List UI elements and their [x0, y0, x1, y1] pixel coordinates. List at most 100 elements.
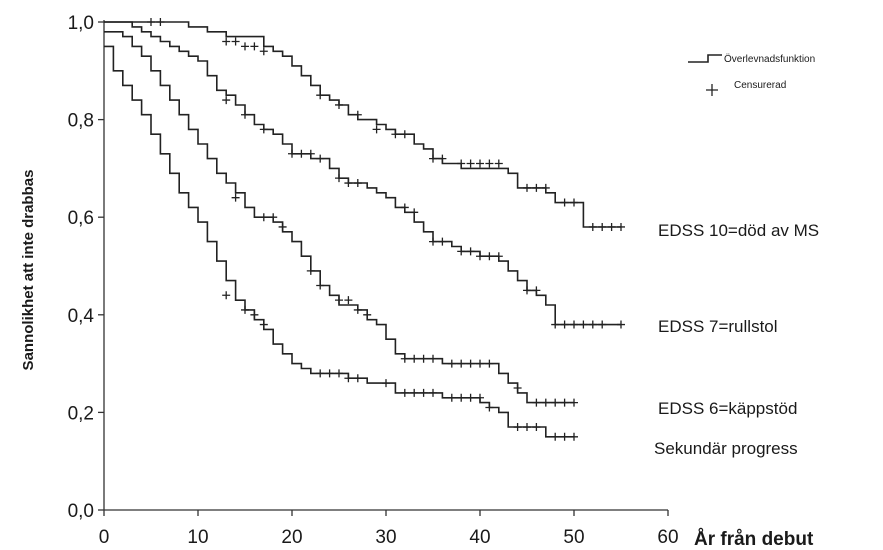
censor-mark [542, 399, 550, 407]
censor-mark [448, 394, 456, 402]
x-axis-label: År från debut [694, 529, 814, 550]
censor-mark [420, 389, 428, 397]
y-tick-label: 0,6 [68, 208, 94, 229]
series-label-secondary-progress: Sekundär progress [654, 439, 798, 458]
censor-mark [241, 111, 249, 119]
censor-mark [608, 223, 616, 231]
censor-mark [232, 194, 240, 202]
series-label-edss7: EDSS 7=rullstol [658, 317, 778, 336]
censor-mark [260, 125, 268, 133]
censor-mark [532, 423, 540, 431]
censor-mark [467, 394, 475, 402]
survival-curves [104, 22, 621, 437]
censor-mark [561, 399, 569, 407]
censor-mark [476, 252, 484, 260]
censor-mark [241, 42, 249, 50]
censor-mark [617, 223, 625, 231]
x-tick-label: 10 [187, 527, 208, 548]
censor-mark [250, 311, 258, 319]
censor-mark [222, 291, 230, 299]
censor-mark [316, 91, 324, 99]
censor-mark [335, 296, 343, 304]
censor-mark [542, 184, 550, 192]
censor-mark [373, 125, 381, 133]
censor-mark [344, 179, 352, 187]
censor-mark [485, 360, 493, 368]
censor-mark [260, 213, 268, 221]
censor-mark [457, 394, 465, 402]
censor-mark [514, 384, 522, 392]
x-tick-label: 40 [469, 527, 490, 548]
censor-mark [344, 296, 352, 304]
survival-curve-0 [104, 22, 621, 227]
censor-mark [589, 321, 597, 329]
censor-mark [156, 18, 164, 26]
censor-mark [617, 321, 625, 329]
censor-mark [363, 311, 371, 319]
series-label-edss10: EDSS 10=död av MS [658, 221, 819, 240]
x-tick-label: 30 [375, 527, 396, 548]
censor-mark [551, 399, 559, 407]
x-tick-label: 50 [563, 527, 584, 548]
y-tick-label: 1,0 [68, 13, 94, 34]
censor-mark [523, 286, 531, 294]
censor-mark [485, 252, 493, 260]
censor-mark [551, 433, 559, 441]
censor-mark [241, 306, 249, 314]
censor-mark [561, 321, 569, 329]
censor-mark [279, 223, 287, 231]
censor-mark [570, 433, 578, 441]
axes [104, 20, 668, 510]
censor-mark [532, 184, 540, 192]
legend: Överlevnadsfunktion Censurerad [688, 53, 815, 96]
censor-mark [307, 150, 315, 158]
censor-mark [401, 389, 409, 397]
censor-mark [485, 160, 493, 168]
censor-mark [316, 282, 324, 290]
censor-mark [429, 155, 437, 163]
legend-entry-survival-label: Överlevnadsfunktion [724, 53, 815, 65]
censor-mark [354, 306, 362, 314]
censor-mark [598, 321, 606, 329]
censor-mark [410, 208, 418, 216]
censor-mark [514, 423, 522, 431]
y-tick-label: 0,0 [68, 501, 94, 522]
x-tick-label: 0 [99, 527, 110, 548]
y-axis-label: Sannolikhet att inte drabbas [20, 170, 37, 371]
censor-mark [250, 42, 258, 50]
x-tick-label: 20 [281, 527, 302, 548]
censor-mark [457, 247, 465, 255]
censor-mark [307, 267, 315, 275]
censor-mark [335, 101, 343, 109]
censor-mark [457, 360, 465, 368]
censor-mark [326, 369, 334, 377]
censor-mark [476, 394, 484, 402]
tick-labels: 0 10 20 30 40 50 60 0,0 0,2 0,4 0,6 0,8 1,0 [68, 13, 679, 548]
censor-mark [532, 399, 540, 407]
censor-mark [354, 179, 362, 187]
censor-mark [344, 374, 352, 382]
censor-mark [561, 433, 569, 441]
censor-mark [523, 423, 531, 431]
censor-mark [297, 150, 305, 158]
censor-mark [429, 355, 437, 363]
censor-mark [476, 160, 484, 168]
censor-mark [410, 389, 418, 397]
censor-mark [589, 223, 597, 231]
censor-mark [561, 199, 569, 207]
censor-mark [476, 360, 484, 368]
censor-mark [401, 355, 409, 363]
censor-mark [269, 213, 277, 221]
censor-mark [429, 389, 437, 397]
legend-plus-icon [706, 84, 718, 96]
censor-mark [429, 238, 437, 246]
censor-mark [523, 184, 531, 192]
censor-mark [485, 404, 493, 412]
censor-mark [570, 321, 578, 329]
censor-mark [260, 321, 268, 329]
censor-mark [467, 160, 475, 168]
censor-mark [579, 321, 587, 329]
censor-mark [438, 238, 446, 246]
survival-curve-1 [104, 22, 621, 325]
